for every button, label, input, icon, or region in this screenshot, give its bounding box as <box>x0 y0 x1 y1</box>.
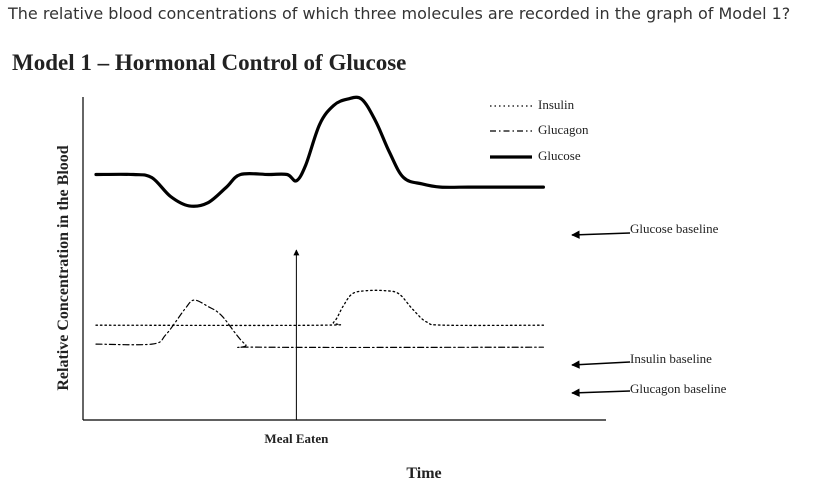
series-line-glucagon <box>95 299 544 349</box>
x-axis-label: Time <box>406 465 441 482</box>
glucose-baseline-arrow <box>571 230 631 239</box>
legend: Insulin Glucagon Glucose <box>490 97 589 163</box>
insulin-baseline-arrow <box>571 360 631 369</box>
question-text: The relative blood concentrations of whi… <box>8 4 791 23</box>
glucagon-baseline-arrow <box>571 388 631 397</box>
legend-glucose-label: Glucose <box>538 148 581 163</box>
glucose-baseline-label: Glucose baseline <box>630 221 719 236</box>
model-title: Model 1 – Hormonal Control of Glucose <box>12 50 407 75</box>
meal-eaten-label: Meal Eaten <box>264 431 329 446</box>
legend-glucagon-label: Glucagon <box>538 122 589 137</box>
y-axis-label: Relative Concentration in the Blood <box>55 145 72 390</box>
insulin-baseline-label: Insulin baseline <box>630 351 712 366</box>
legend-insulin-label: Insulin <box>538 97 575 112</box>
glucagon-baseline-label: Glucagon baseline <box>630 381 727 396</box>
series-line-glucose <box>94 95 545 208</box>
series-line-insulin <box>95 289 545 327</box>
